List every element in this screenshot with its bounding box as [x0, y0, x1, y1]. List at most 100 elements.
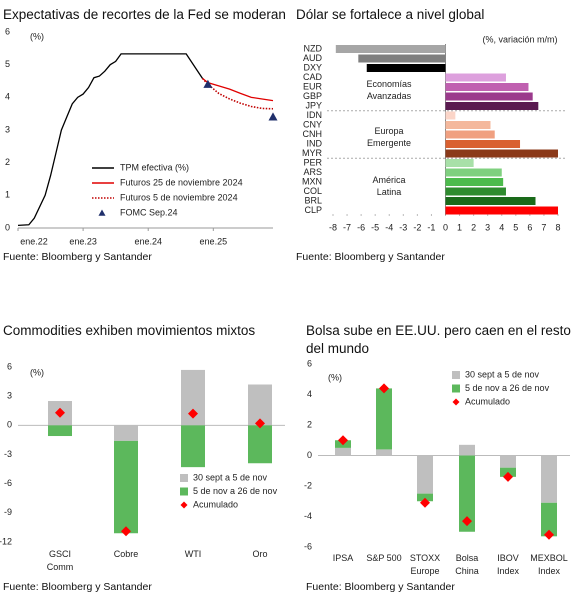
- x-tick-label: 4: [499, 222, 504, 232]
- x-tick-label: -6: [357, 222, 365, 232]
- bar-segment: [459, 455, 475, 532]
- category-label-line: Index: [538, 566, 561, 576]
- category-label-line: Comm: [47, 562, 74, 572]
- legend-label: Futuros 25 de noviembre 2024: [120, 177, 243, 187]
- category-label: AUD: [303, 53, 323, 63]
- category-label-line: GSCI: [49, 549, 71, 559]
- x-tick-label: -7: [343, 222, 351, 232]
- category-label: MYR: [302, 148, 323, 158]
- unit-label: (%): [328, 372, 342, 382]
- x-tick-label: -3: [399, 222, 407, 232]
- y-tick-label: 3: [5, 124, 10, 134]
- x-tick-label: ene.24: [134, 236, 162, 246]
- category-label: IDN: [307, 110, 323, 120]
- bar-segment: [114, 440, 138, 534]
- x-tick-label: 5: [513, 222, 518, 232]
- bar-segment: [335, 447, 351, 456]
- y-tick-label: 2: [307, 419, 312, 429]
- category-label-line: Cobre: [114, 549, 139, 559]
- category-label: Cobre: [114, 549, 139, 559]
- y-tick-label: -9: [4, 507, 12, 517]
- chart-title: Dólar se fortalece a nivel global: [296, 7, 485, 22]
- category-label: PER: [303, 157, 322, 167]
- chart-title: Expectativas de recortes de la Fed se mo…: [3, 7, 286, 22]
- category-label-line: STOXX: [410, 553, 440, 563]
- unit-label: (%): [30, 31, 44, 41]
- source: Fuente: Bloomberg y Santander: [3, 251, 152, 263]
- total-marker: [379, 383, 389, 394]
- legend-marker: [98, 209, 106, 216]
- bar-segment: [541, 502, 557, 537]
- bar: [445, 92, 533, 101]
- unit-label: (%): [30, 367, 44, 377]
- y-tick-label: 6: [7, 361, 12, 371]
- category-label-line: S&P 500: [366, 553, 401, 563]
- group-label: América Latina: [372, 175, 405, 197]
- legend-label: Acumulado: [465, 396, 510, 406]
- category-label-line: Europe: [410, 566, 439, 576]
- total-marker: [544, 529, 554, 540]
- total-marker: [188, 408, 198, 419]
- y-tick-label: 4: [307, 389, 312, 399]
- category-label-line: IPSA: [333, 553, 354, 563]
- legend-label: 5 de nov a 26 de nov: [465, 383, 550, 393]
- x-tick-label: 3: [485, 222, 490, 232]
- category-label: STOXX Europe: [410, 553, 440, 576]
- legend-swatch: [180, 487, 188, 496]
- bar: [445, 178, 504, 186]
- group-label-line: Avanzadas: [367, 91, 412, 101]
- category-label-line: China: [455, 566, 479, 576]
- category-label-line: Oro: [252, 549, 267, 559]
- y-tick-label: 0: [307, 450, 312, 460]
- bar-segment: [114, 425, 138, 441]
- legend-label: 30 sept a 5 de nov: [465, 369, 540, 379]
- y-tick-label: 6: [307, 358, 312, 368]
- category-label: ARS: [303, 167, 322, 177]
- category-label: S&P 500: [366, 553, 401, 563]
- x-tick-label: 8: [555, 222, 560, 232]
- legend-marker: [180, 501, 188, 509]
- legend-marker: [452, 398, 460, 406]
- bar: [445, 159, 474, 167]
- y-tick-label: -4: [304, 511, 312, 521]
- x-tick-label: -8: [329, 222, 337, 232]
- total-marker: [255, 418, 265, 429]
- category-label-line: Bolsa: [456, 553, 479, 563]
- x-tick-label: ene.23: [69, 236, 97, 246]
- category-label-line: Index: [497, 566, 520, 576]
- bar-segment: [181, 425, 205, 468]
- category-label: NZD: [304, 43, 323, 53]
- x-tick-label: ene.25: [200, 236, 228, 246]
- bar: [445, 187, 506, 196]
- legend-swatch: [452, 371, 460, 379]
- category-label-line: MEXBOL: [530, 553, 568, 563]
- x-tick-label: -5: [371, 222, 379, 232]
- y-tick-label: 2: [5, 157, 10, 167]
- group-label-line: Emergente: [367, 138, 411, 148]
- y-tick-label: 4: [5, 92, 10, 102]
- bar: [445, 102, 539, 110]
- category-label: IPSA: [333, 553, 354, 563]
- y-tick-label: -6: [4, 478, 12, 488]
- category-label: CLP: [304, 205, 322, 215]
- legend-label: 5 de nov a 26 de nov: [193, 486, 278, 496]
- group-label-line: Latina: [377, 187, 402, 197]
- category-label: Bolsa China: [455, 553, 479, 576]
- category-label: JPY: [305, 100, 322, 110]
- bar: [445, 149, 558, 158]
- x-tick-label: -2: [413, 222, 421, 232]
- category-label: CAD: [303, 72, 323, 82]
- series-line: [17, 53, 204, 227]
- bar: [358, 54, 446, 63]
- legend-label: Acumulado: [193, 499, 238, 509]
- category-label: Oro: [252, 549, 267, 559]
- x-tick-label: -4: [385, 222, 393, 232]
- legend-swatch: [452, 384, 460, 393]
- category-label: IBOV Index: [497, 553, 520, 576]
- y-tick-label: -3: [4, 449, 12, 459]
- category-label: DXY: [303, 62, 322, 72]
- total-marker: [462, 516, 472, 527]
- category-label-line: IBOV: [497, 553, 519, 563]
